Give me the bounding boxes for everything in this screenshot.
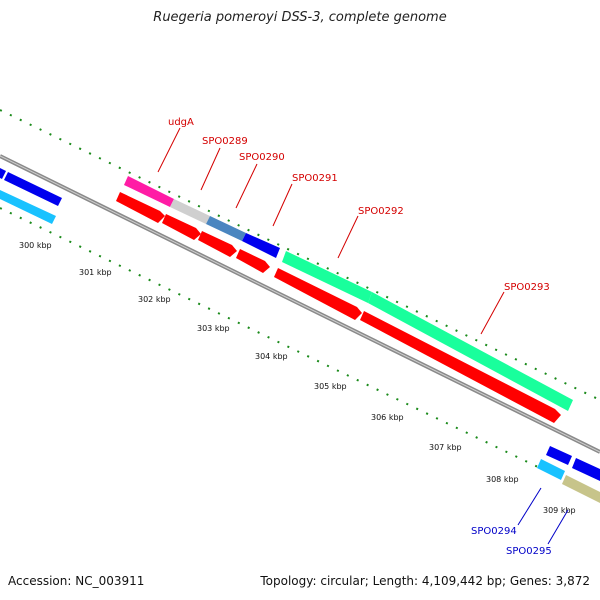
leader-SPO0294 [517,487,542,526]
leader-SPO0295 [547,509,569,545]
cds-arrow-SPO0290 [198,231,237,257]
cyan-feature-br [537,459,565,480]
accession-text: Accession: NC_003911 [8,574,145,588]
gene-label-SPO0294: SPO0294 [471,526,517,537]
gene-label-SPO0289: SPO0289 [202,136,248,147]
blue-feature-br-1 [546,446,572,465]
tick-label-306: 306 kbp [371,413,404,422]
cyan-feature-left [0,190,56,224]
blue-feature-left-small [0,168,6,179]
tick-label-305: 305 kbp [314,382,347,391]
cds-arrow-SPO0291 [236,249,270,273]
tick-label-301: 301 kbp [79,268,112,277]
blue-feature-mid [242,233,280,258]
cds-arrow-SPO0289 [162,214,201,240]
tick-label-300: 300 kbp [19,241,52,250]
tick-label-308: 308 kbp [486,475,519,484]
inner-dotted-ring [0,207,541,469]
leader-udgA [157,127,181,173]
tick-label-307: 307 kbp [429,443,462,452]
outer-dotted-ring [0,109,600,401]
tick-label-309: 309 kbp [543,506,576,515]
green-feature-2 [368,292,573,411]
gene-label-SPO0290: SPO0290 [239,152,285,163]
magenta-feature [124,176,174,207]
leader-SPO0292 [337,215,359,259]
steel-feature [206,216,246,241]
genome-summary-text: Topology: circular; Length: 4,109,442 bp… [260,574,590,588]
map-title: Ruegeria pomeroyi DSS-3, complete genome [153,10,447,25]
cds-arrow-SPO0292 [274,268,362,320]
leader-SPO0291 [272,183,293,227]
gene-label-SPO0293: SPO0293 [504,282,550,293]
tick-label-303: 303 kbp [197,324,230,333]
cds-arrow-SPO0293 [360,311,561,423]
cds-arrow-udgA [116,192,165,223]
blue-feature-br-2 [572,458,600,481]
grey-feature [170,199,210,224]
tick-label-302: 302 kbp [138,295,171,304]
leader-SPO0289 [200,147,221,191]
tan-feature-br [562,475,600,503]
leader-SPO0290 [235,163,258,209]
tick-label-304: 304 kbp [255,352,288,361]
green-feature-1 [282,251,372,303]
blue-feature-left [4,172,62,206]
gene-label-udgA: udgA [168,117,194,128]
gene-label-SPO0292: SPO0292 [358,206,404,217]
gene-label-SPO0291: SPO0291 [292,173,338,184]
leader-SPO0293 [480,291,505,335]
gene-label-SPO0295: SPO0295 [506,546,552,557]
